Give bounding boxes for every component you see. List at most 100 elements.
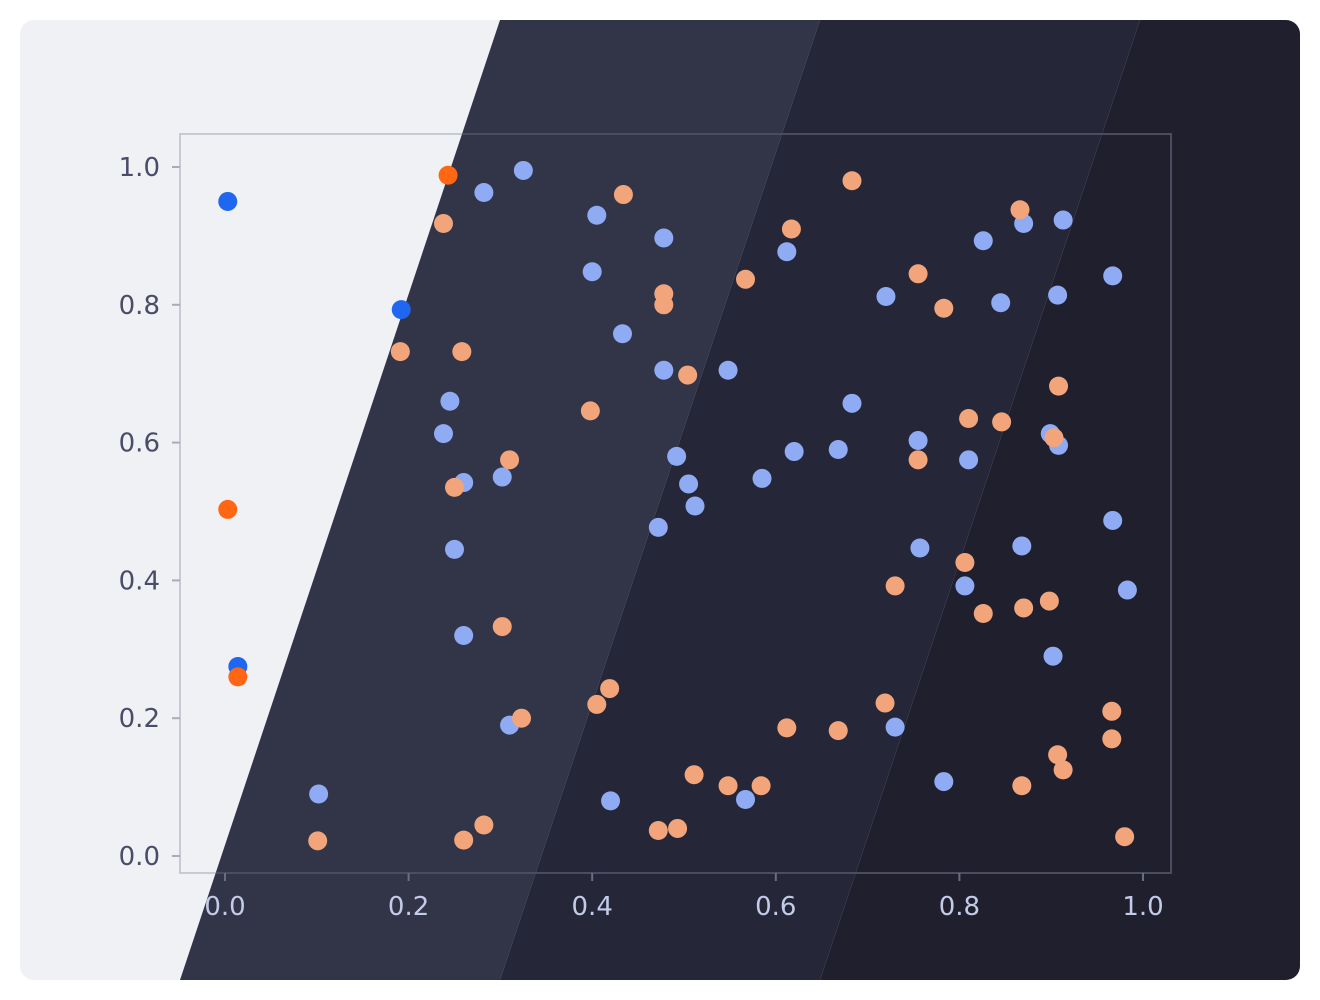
scatter-point — [959, 450, 979, 470]
scatter-point — [391, 300, 411, 320]
scatter-point — [667, 446, 687, 466]
x-tick-label: 0.2 — [388, 892, 429, 922]
scatter-point — [784, 442, 804, 462]
scatter-point — [679, 474, 699, 494]
scatter-point — [1044, 428, 1064, 448]
scatter-point — [1053, 760, 1073, 780]
scatter-point — [1053, 210, 1073, 230]
scatter-point — [452, 342, 472, 362]
scatter-point — [474, 182, 494, 202]
scatter-point — [600, 679, 620, 699]
y-tick-label: 0.6 — [119, 429, 160, 459]
scatter-point — [580, 401, 600, 421]
scatter-point — [828, 721, 848, 741]
scatter-point — [668, 818, 688, 838]
scatter-point — [1103, 510, 1123, 530]
scatter-point — [781, 219, 801, 239]
scatter-point — [685, 496, 705, 516]
scatter-point — [908, 431, 928, 451]
scatter-point — [1103, 266, 1123, 286]
scatter-point — [440, 391, 460, 411]
scatter-point — [1048, 745, 1068, 765]
scatter-point — [908, 450, 928, 470]
scatter-point — [445, 477, 464, 497]
scatter-point — [973, 603, 993, 623]
scatter-point — [678, 365, 698, 385]
scatter-point — [1043, 646, 1063, 666]
scatter-point — [454, 626, 474, 646]
scatter-point — [1012, 536, 1032, 556]
scatter-point — [1039, 591, 1059, 611]
scatter-point — [218, 499, 238, 519]
scatter-point — [228, 667, 248, 687]
scatter-point — [718, 360, 738, 380]
scatter-point — [433, 213, 453, 233]
plot-background-band — [180, 20, 820, 980]
y-tick-label: 0.2 — [119, 704, 160, 734]
scatter-point — [955, 552, 975, 572]
scatter-point — [390, 342, 410, 362]
scatter-point — [1102, 729, 1122, 749]
scatter-point — [973, 231, 993, 251]
scatter-point — [648, 821, 668, 841]
scatter-point — [587, 694, 607, 714]
scatter-point — [1010, 200, 1030, 220]
x-tick-label: 0.4 — [572, 892, 613, 922]
scatter-point — [752, 468, 772, 488]
scatter-point — [654, 295, 674, 315]
scatter-point — [445, 539, 464, 559]
scatter-point — [1102, 701, 1122, 721]
scatter-point — [885, 717, 905, 737]
scatter-chart: 0.0 0.2 0.4 0.6 0.8 1.0 0.0 0.2 0.4 0.6 0.8 1.0 — [20, 20, 1300, 980]
scatter-point — [218, 191, 238, 211]
scatter-point — [908, 264, 928, 284]
scatter-point — [648, 517, 668, 537]
x-tick-label: 0.0 — [204, 892, 245, 922]
scatter-point — [474, 815, 494, 835]
scatter-point — [828, 439, 848, 459]
scatter-point — [492, 467, 512, 487]
scatter-point — [718, 776, 738, 796]
plot-background-band — [500, 20, 1140, 980]
scatter-point — [654, 360, 674, 380]
scatter-point — [308, 831, 328, 851]
scatter-point — [582, 262, 602, 282]
scatter-point — [910, 538, 930, 558]
scatter-point — [777, 718, 797, 738]
scatter-point — [842, 171, 862, 191]
scatter-point — [876, 287, 896, 307]
x-tick-label: 0.8 — [939, 892, 980, 922]
scatter-point — [777, 242, 797, 262]
y-tick-label: 0.8 — [119, 291, 160, 321]
scatter-point — [991, 293, 1011, 313]
scatter-point — [1014, 598, 1034, 618]
chart-card: 0.0 0.2 0.4 0.6 0.8 1.0 0.0 0.2 0.4 0.6 0.8 1.0 — [20, 20, 1300, 980]
scatter-point — [601, 791, 621, 811]
scatter-point — [438, 165, 458, 185]
scatter-point — [875, 693, 895, 713]
scatter-point — [1049, 376, 1069, 396]
scatter-point — [1115, 827, 1135, 847]
scatter-point — [1048, 285, 1068, 305]
scatter-point — [500, 450, 520, 470]
scatter-point — [959, 408, 979, 428]
scatter-point — [751, 776, 771, 796]
scatter-point — [736, 269, 756, 289]
scatter-point — [613, 185, 633, 205]
scatter-point — [612, 324, 632, 344]
scatter-point — [934, 772, 954, 792]
scatter-point — [454, 830, 474, 850]
y-tick-label: 0.0 — [119, 842, 160, 872]
scatter-point — [587, 205, 607, 225]
scatter-point — [736, 790, 756, 810]
scatter-point — [955, 576, 975, 596]
scatter-point — [934, 298, 954, 318]
scatter-point — [309, 784, 329, 804]
scatter-point — [513, 160, 533, 180]
scatter-point — [1012, 776, 1032, 796]
scatter-point — [433, 424, 453, 444]
plot-frame-dark — [180, 133, 1172, 874]
scatter-point — [885, 576, 905, 596]
y-tick-label: 1.0 — [119, 153, 160, 183]
y-tick-label: 0.4 — [119, 566, 160, 596]
